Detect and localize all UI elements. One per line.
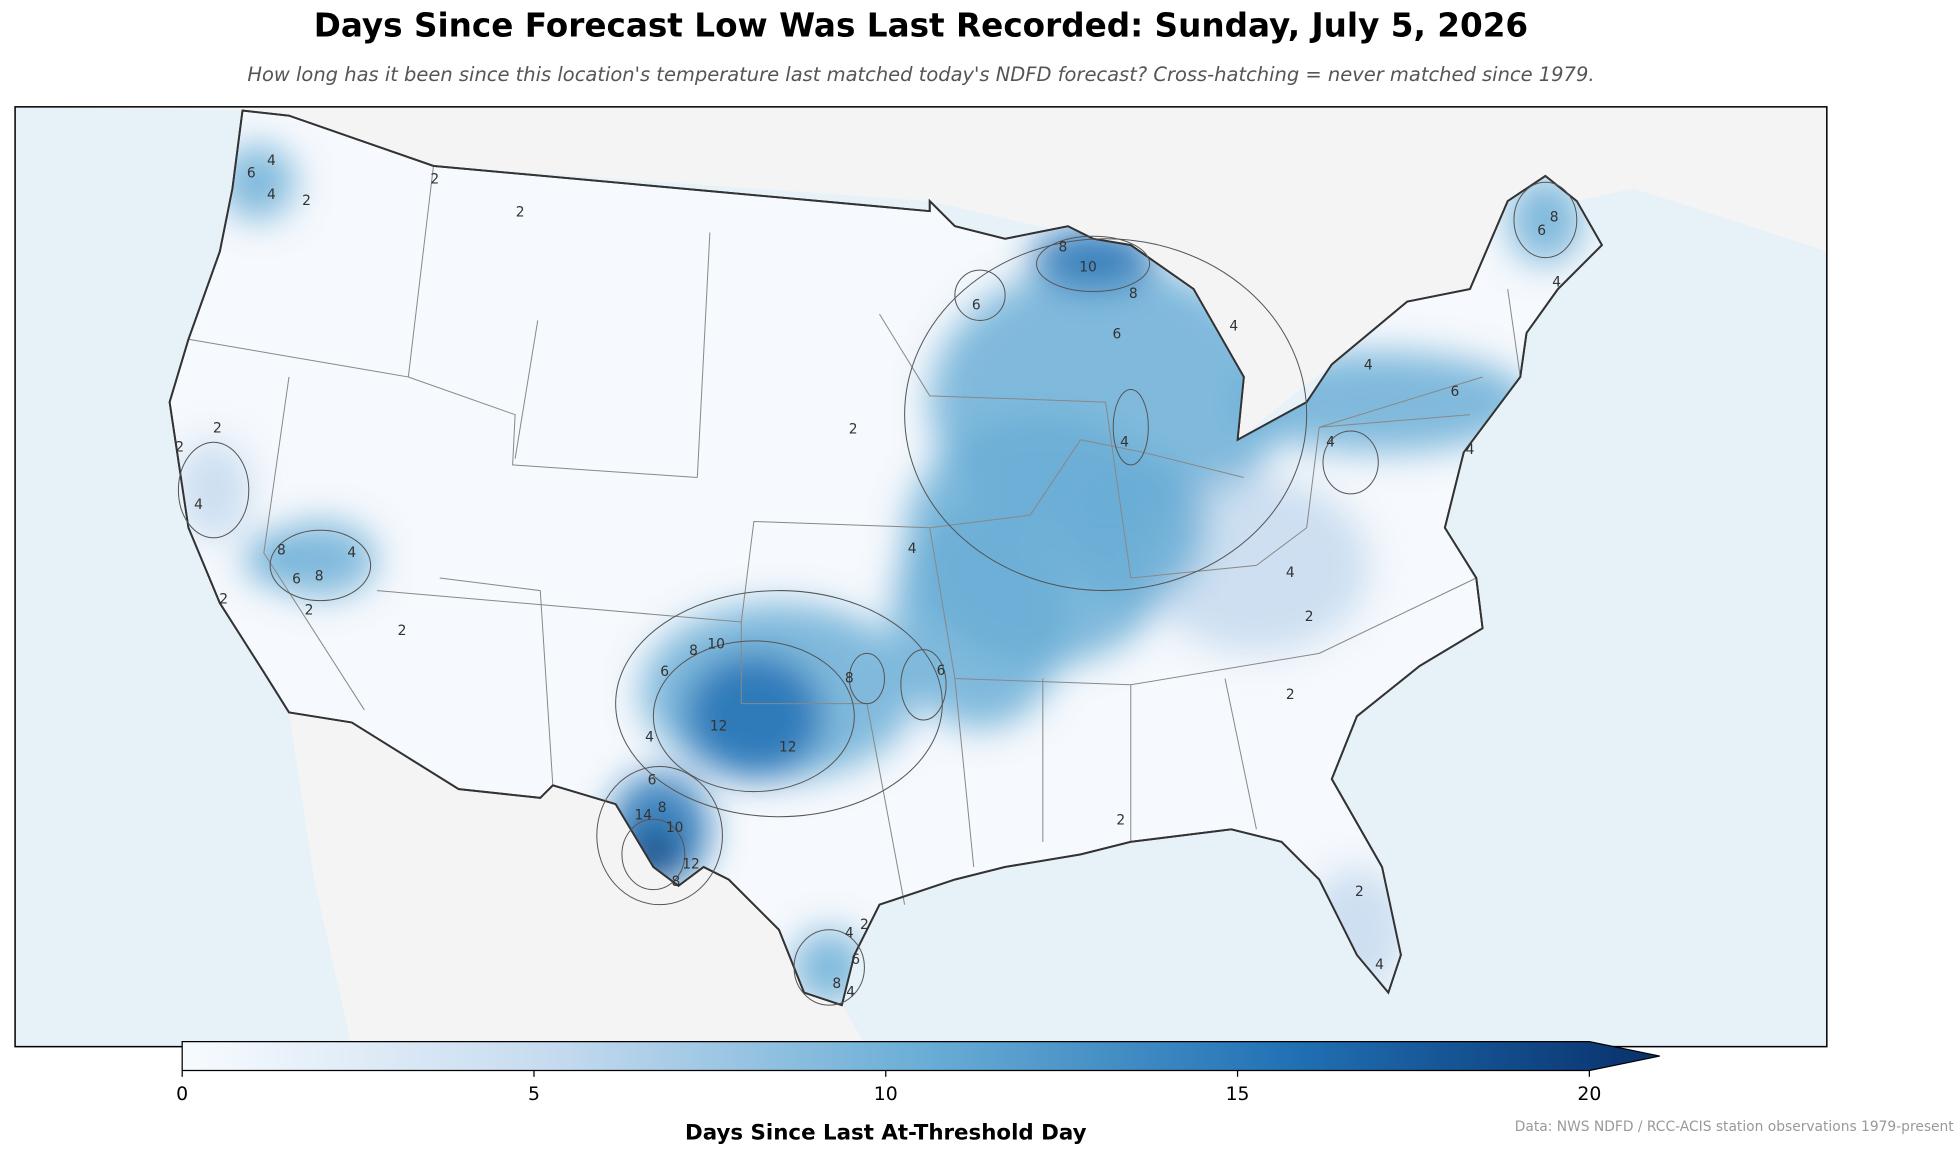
contour xyxy=(848,652,886,705)
contour xyxy=(900,649,947,721)
contour-label: 2 xyxy=(398,623,407,639)
contour-label: 6 xyxy=(972,297,981,313)
contour-label: 2 xyxy=(175,439,184,455)
shade xyxy=(892,502,1068,729)
colorbar-label: Days Since Last At-Threshold Day xyxy=(685,1120,1087,1145)
contour-label: 14 xyxy=(634,807,652,823)
contour-label: 6 xyxy=(660,664,669,680)
contour-label: 2 xyxy=(430,172,439,188)
contour-label: 2 xyxy=(1305,609,1314,625)
contour-label: 4 xyxy=(347,545,356,561)
contour-label: 6 xyxy=(648,772,657,788)
contour-label: 12 xyxy=(710,718,728,734)
title: Days Since Forecast Low Was Last Recorde… xyxy=(314,7,1528,45)
contour-label: 4 xyxy=(194,497,203,513)
contour-label: 6 xyxy=(1113,326,1122,342)
contour-label: 2 xyxy=(1116,812,1125,828)
contour-label: 2 xyxy=(213,420,222,436)
contour-label: 2 xyxy=(849,422,858,438)
contour-label: 2 xyxy=(516,204,525,220)
colorbar-tick-label: 10 xyxy=(874,1084,898,1105)
contour-label: 8 xyxy=(1129,286,1138,302)
contour-label: 4 xyxy=(1229,319,1238,335)
contour-label: 4 xyxy=(845,926,854,942)
contour-label: 4 xyxy=(1286,565,1295,581)
shade xyxy=(219,144,296,220)
contour-label: 12 xyxy=(682,856,700,872)
contour-label: 2 xyxy=(219,591,228,607)
state-borders xyxy=(188,165,1521,905)
contour-label: 6 xyxy=(937,663,946,679)
contour-label: 8 xyxy=(1550,209,1559,225)
shade xyxy=(263,521,377,597)
contour-label: 4 xyxy=(1120,434,1129,450)
contour-label: 2 xyxy=(1355,884,1364,900)
contour-label: 2 xyxy=(860,917,869,933)
contour-label: 2 xyxy=(302,193,311,209)
contour xyxy=(1513,181,1578,259)
contour xyxy=(904,238,1308,592)
mexico xyxy=(288,712,867,1047)
shade xyxy=(1507,175,1584,264)
contour-label: 4 xyxy=(1552,275,1561,291)
contour-label: 8 xyxy=(1059,240,1068,256)
contour-label: 6 xyxy=(1537,223,1546,239)
contour-label: 10 xyxy=(707,637,725,653)
shade xyxy=(1055,452,1207,604)
contour-label: 4 xyxy=(846,985,855,1001)
colorbar-tick-label: 5 xyxy=(528,1084,540,1105)
contour xyxy=(954,269,1006,321)
contour-label: 8 xyxy=(315,569,324,585)
colorbar-tick-label: 15 xyxy=(1226,1084,1250,1105)
contour-label: 8 xyxy=(277,542,286,558)
contour xyxy=(793,929,865,1006)
contour-label: 4 xyxy=(1326,434,1335,450)
colorbar-tick-label: 0 xyxy=(176,1084,188,1105)
contour-label: 6 xyxy=(247,165,256,181)
contour-label: 6 xyxy=(1451,384,1460,400)
contour-label: 4 xyxy=(1466,442,1475,458)
contour xyxy=(596,765,723,906)
contour-label: 10 xyxy=(666,820,684,836)
colorbar-tick-label: 20 xyxy=(1577,1084,1601,1105)
contour-label: 4 xyxy=(645,730,654,746)
colorbar-ticks: 0 5 10 15 20 xyxy=(176,1070,1601,1105)
shade xyxy=(245,534,296,585)
contour-label: 4 xyxy=(1375,957,1384,973)
contour-label: 2 xyxy=(305,603,314,619)
subtitle: How long has it been since this location… xyxy=(247,63,1594,86)
contour xyxy=(177,441,250,539)
contour-label: 2 xyxy=(1286,687,1295,703)
canada xyxy=(15,106,1827,440)
contour xyxy=(1036,235,1151,293)
contour xyxy=(269,529,372,602)
contour-label: 6 xyxy=(851,952,860,968)
contour-label: 8 xyxy=(845,671,854,687)
contour-label: 10 xyxy=(1079,260,1097,276)
contour-label: 8 xyxy=(832,976,841,992)
contour-label: 4 xyxy=(908,541,917,557)
colorbar xyxy=(181,1040,1660,1072)
contour-label: 12 xyxy=(779,740,797,756)
contour xyxy=(1112,389,1149,466)
contour-label: 4 xyxy=(267,187,276,203)
contour-label: 4 xyxy=(1364,358,1373,374)
shade xyxy=(175,439,252,541)
contour xyxy=(1322,430,1379,495)
contour-label: 6 xyxy=(292,571,301,587)
contour-label: 8 xyxy=(689,643,698,659)
source: Data: NWS NDFD / RCC-ACIS station observ… xyxy=(1515,1119,1955,1135)
contour xyxy=(621,818,686,891)
contour-label: 8 xyxy=(672,874,681,890)
shade xyxy=(684,653,823,780)
contour xyxy=(652,640,855,793)
contour-label: 4 xyxy=(267,153,276,169)
contour-label: 8 xyxy=(658,800,667,816)
